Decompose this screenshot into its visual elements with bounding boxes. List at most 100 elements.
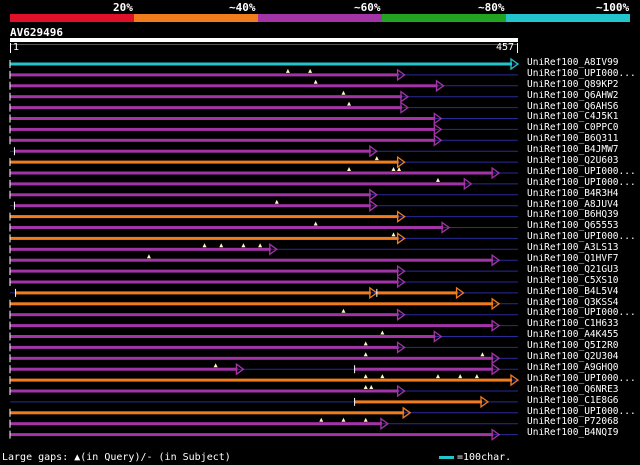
query-gap-marker — [219, 243, 224, 248]
hit-label[interactable]: UniRef100_A4K455 — [527, 330, 619, 341]
hit-row[interactable] — [9, 362, 518, 376]
hit-row[interactable] — [9, 297, 518, 311]
hit-label[interactable]: UniRef100_C5XS10 — [527, 275, 619, 286]
hit-label[interactable]: UniRef100_UPI000... — [527, 177, 636, 188]
alignment-segment — [10, 378, 512, 382]
hit-row[interactable] — [9, 68, 518, 82]
hit-label[interactable]: UniRef100_Q21GU3 — [527, 264, 619, 275]
alignment-arrow — [491, 362, 501, 376]
hit-row[interactable] — [9, 210, 518, 223]
scale-segment-80 — [382, 14, 506, 22]
hit-label[interactable]: UniRef100_B4NQI9 — [527, 428, 619, 439]
hit-row[interactable] — [10, 395, 518, 409]
alignment-segment — [10, 106, 402, 110]
hit-label[interactable]: UniRef100_B4R3H4 — [527, 188, 619, 199]
hit-row[interactable] — [9, 177, 518, 191]
hit-label[interactable]: UniRef100_P72068 — [527, 417, 619, 428]
alignment-segment — [10, 422, 382, 426]
alignment-segment — [10, 171, 494, 175]
hit-label[interactable]: UniRef100_Q6NRE3 — [527, 384, 619, 395]
hit-row[interactable] — [9, 112, 518, 125]
hit-row[interactable] — [9, 417, 518, 430]
hit-row[interactable] — [9, 253, 518, 267]
hit-row[interactable] — [9, 134, 518, 147]
hit-row[interactable] — [9, 373, 520, 387]
alignment-segment — [10, 411, 405, 415]
hit-row[interactable] — [9, 57, 520, 71]
hit-row[interactable] — [9, 275, 518, 289]
hit-row[interactable] — [9, 79, 518, 93]
legend-labels: 20% ~40% ~60% ~80% ~100% — [0, 0, 640, 14]
hit-row[interactable] — [9, 428, 518, 441]
alignment-segment — [15, 291, 371, 295]
hit-label[interactable]: UniRef100_UPI000... — [527, 68, 636, 79]
hit-label[interactable]: UniRef100_A8JUV4 — [527, 199, 619, 210]
hit-row[interactable] — [9, 341, 518, 354]
hit-label[interactable]: UniRef100_Q2U603 — [527, 156, 619, 167]
alignment-segment — [10, 215, 399, 219]
hit-row[interactable] — [10, 286, 518, 300]
hit-row[interactable] — [9, 90, 518, 103]
ruler-end-label: 457 — [496, 42, 515, 53]
alignment-arrow — [491, 428, 501, 441]
hit-row[interactable] — [9, 221, 518, 234]
alignment-segment — [10, 302, 494, 306]
hit-label[interactable]: UniRef100_C1H633 — [527, 319, 619, 330]
alignment-arrow — [510, 57, 520, 71]
hit-row[interactable] — [9, 155, 518, 169]
hit-row[interactable] — [9, 166, 518, 180]
hit-label[interactable]: UniRef100_UPI000... — [527, 406, 636, 417]
hit-label[interactable]: UniRef100_C0PPC0 — [527, 123, 619, 134]
hit-label[interactable]: UniRef100_Q2U304 — [527, 352, 619, 363]
hit-row[interactable] — [10, 199, 518, 212]
hit-label[interactable]: UniRef100_Q65553 — [527, 221, 619, 232]
hit-label[interactable]: UniRef100_C1E8G6 — [527, 395, 619, 406]
hit-row[interactable] — [9, 308, 518, 321]
query-name: AV629496 — [10, 26, 63, 39]
hit-label[interactable]: UniRef100_Q1HVF7 — [527, 254, 619, 265]
hit-label[interactable]: UniRef100_B6Q311 — [527, 134, 619, 145]
hit-label[interactable]: UniRef100_Q6AHW2 — [527, 90, 619, 101]
hit-row[interactable] — [9, 330, 518, 343]
hit-label[interactable]: UniRef100_UPI000... — [527, 373, 636, 384]
hit-label[interactable]: UniRef100_B4L5V4 — [527, 286, 619, 297]
alignment-segment — [10, 73, 399, 77]
hit-row[interactable] — [9, 352, 518, 365]
alignment-arrow — [455, 286, 465, 300]
alignment-segment — [10, 236, 399, 240]
hit-label[interactable]: UniRef100_Q3KSS4 — [527, 297, 619, 308]
hit-label[interactable]: UniRef100_B6HQ39 — [527, 210, 619, 221]
alignment-arrow — [396, 341, 406, 354]
alignment-segment — [10, 269, 399, 273]
hit-row[interactable] — [9, 188, 518, 202]
hit-label[interactable]: UniRef100_Q5I2R0 — [527, 341, 619, 352]
alignment-segment — [10, 127, 436, 131]
hit-label[interactable]: UniRef100_A8IV99 — [527, 58, 619, 68]
hit-label[interactable]: UniRef100_UPI000... — [527, 308, 636, 319]
alignment-arrow — [369, 188, 378, 202]
query-gap-marker — [363, 341, 368, 346]
hit-row[interactable] — [9, 243, 518, 256]
alignment-segment — [10, 313, 399, 317]
query-gap-marker — [341, 417, 346, 422]
hit-label[interactable]: UniRef100_A3LS13 — [527, 243, 619, 254]
alignment-segment — [14, 204, 371, 208]
hit-row[interactable] — [9, 101, 518, 114]
hit-label[interactable]: UniRef100_C4J5K1 — [527, 112, 619, 123]
hit-label[interactable]: UniRef100_UPI000... — [527, 232, 636, 243]
ruler-line — [10, 44, 518, 45]
hit-row[interactable] — [9, 406, 518, 420]
query-gap-marker — [374, 156, 379, 161]
query-gap-marker — [146, 254, 151, 259]
hit-row[interactable] — [10, 144, 518, 158]
hit-label[interactable]: UniRef100_A9GHQ0 — [527, 362, 619, 373]
hit-label[interactable]: UniRef100_Q89KP2 — [527, 79, 619, 90]
hit-row[interactable] — [9, 319, 518, 332]
hit-row[interactable] — [9, 123, 518, 136]
hit-row[interactable] — [9, 232, 518, 245]
hit-label[interactable]: UniRef100_Q6AHS6 — [527, 101, 619, 112]
hit-row[interactable] — [9, 384, 518, 398]
hit-label[interactable]: UniRef100_UPI000... — [527, 166, 636, 177]
hit-label[interactable]: UniRef100_B4JMW7 — [527, 145, 619, 156]
hit-row[interactable] — [9, 264, 518, 278]
